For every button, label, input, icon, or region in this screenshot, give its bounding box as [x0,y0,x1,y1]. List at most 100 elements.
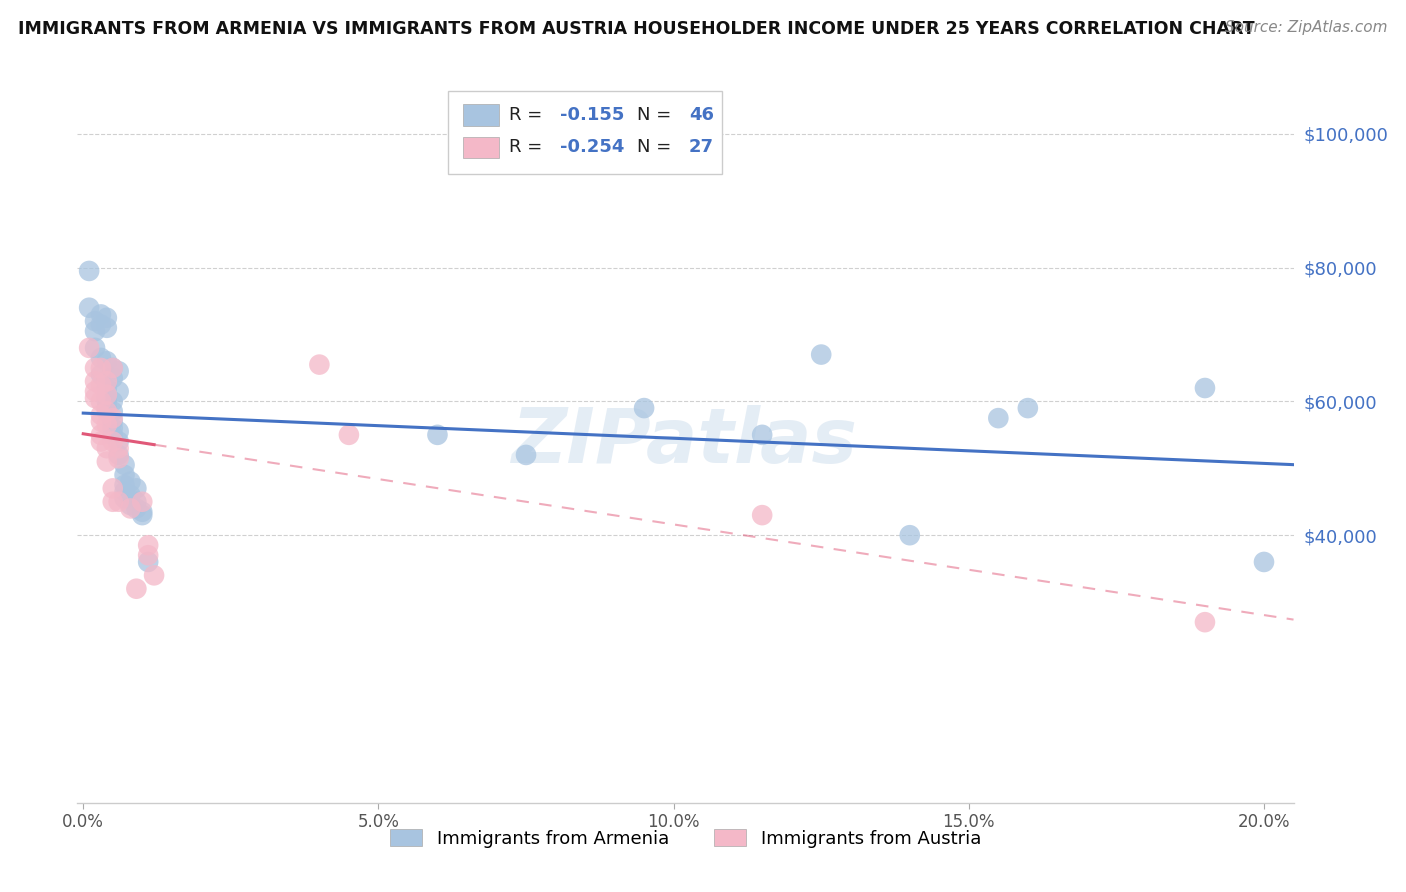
Point [426,427,449,442]
Point [1194,381,1216,395]
Point [136,548,159,563]
Point [101,427,124,442]
Text: R =: R = [509,106,548,124]
Point [101,482,124,496]
Point [1017,401,1039,416]
Point [84,361,107,376]
Point [84,341,107,355]
Point [96,454,118,469]
Point [114,467,136,482]
Point [308,358,330,372]
Point [96,391,118,405]
Point [84,391,107,405]
Point [1194,615,1216,630]
Point [107,441,129,455]
Point [96,401,118,416]
FancyBboxPatch shape [463,136,499,158]
Point [90,408,112,422]
Text: R =: R = [509,138,548,156]
FancyBboxPatch shape [449,91,721,174]
Point [131,505,153,519]
Point [101,411,124,425]
Point [107,425,129,439]
FancyBboxPatch shape [463,104,499,126]
Point [125,582,148,596]
Point [987,411,1010,425]
Point [107,384,129,399]
Point [96,387,118,401]
Point [90,377,112,392]
Point [120,501,142,516]
Point [107,451,129,466]
Point [107,364,129,378]
Point [77,264,100,278]
Point [96,310,118,325]
Point [77,341,100,355]
Point [84,375,107,389]
Point [101,371,124,385]
Point [107,448,129,462]
Point [120,498,142,512]
Point [90,351,112,365]
Point [114,478,136,492]
Point [96,320,118,334]
Point [120,488,142,502]
Point [114,484,136,499]
Point [101,414,124,428]
Point [90,414,112,428]
Point [101,404,124,418]
Point [101,361,124,376]
Point [77,301,100,315]
Point [84,314,107,328]
Text: ZIPatlas: ZIPatlas [512,405,859,478]
Point [114,458,136,472]
Point [96,381,118,395]
Point [84,324,107,338]
Text: Source: ZipAtlas.com: Source: ZipAtlas.com [1225,20,1388,35]
Point [633,401,655,416]
Point [101,394,124,409]
Point [96,441,118,455]
Text: N =: N = [637,106,676,124]
Point [90,307,112,321]
Point [90,361,112,376]
Point [125,501,148,516]
Point [96,394,118,409]
Text: N =: N = [637,138,676,156]
Point [515,448,537,462]
Point [107,434,129,449]
Point [96,375,118,389]
Point [90,427,112,442]
Point [90,318,112,332]
Point [898,528,921,542]
Point [101,421,124,435]
Point [96,417,118,432]
Point [101,434,124,449]
Point [125,494,148,508]
Point [90,368,112,382]
Point [131,494,153,508]
Point [131,508,153,523]
Legend: Immigrants from Armenia, Immigrants from Austria: Immigrants from Armenia, Immigrants from… [382,822,988,855]
Text: -0.254: -0.254 [560,138,624,156]
Point [751,508,773,523]
Point [107,494,129,508]
Point [125,482,148,496]
Point [136,538,159,552]
Point [120,475,142,489]
Point [1253,555,1275,569]
Point [96,354,118,368]
Point [143,568,166,582]
Point [114,491,136,506]
Point [96,404,118,418]
Point [101,361,124,376]
Point [101,494,124,508]
Point [810,348,832,362]
Text: -0.155: -0.155 [560,106,624,124]
Point [90,434,112,449]
Point [337,427,360,442]
Point [84,384,107,399]
Text: 27: 27 [689,138,714,156]
Point [136,555,159,569]
Point [751,427,773,442]
